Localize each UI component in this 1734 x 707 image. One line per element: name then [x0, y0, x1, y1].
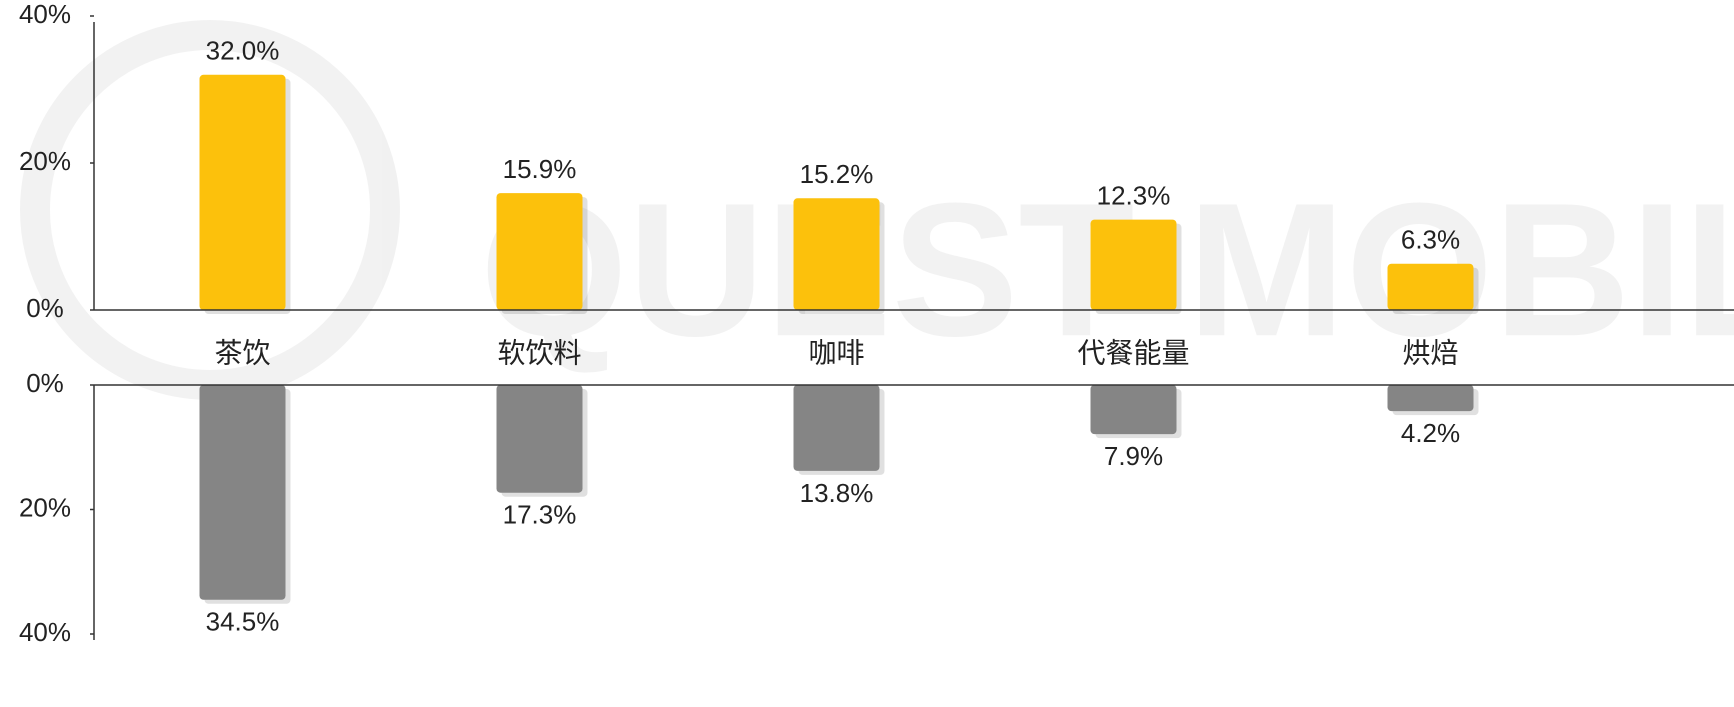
- bar: [1387, 263, 1474, 310]
- x-tick-label: 软饮料: [497, 337, 581, 368]
- bar: [199, 385, 286, 600]
- value-label: 6.3%: [1401, 225, 1460, 255]
- value-label: 12.3%: [1097, 180, 1171, 210]
- y-tick-label: 20%: [19, 492, 71, 522]
- x-tick-label: 代餐能量: [1077, 337, 1189, 368]
- value-label: 34.5%: [206, 607, 280, 637]
- bar: [1090, 385, 1177, 435]
- y-tick-label: 0%: [26, 368, 64, 398]
- x-tick-label: 咖啡: [808, 337, 864, 368]
- bar: [793, 198, 880, 310]
- value-label: 17.3%: [503, 500, 577, 530]
- y-tick-label: 0%: [26, 293, 64, 323]
- x-tick-label: 烘焙: [1402, 337, 1458, 368]
- bar: [793, 385, 880, 471]
- value-label: 13.8%: [800, 478, 874, 508]
- value-label: 15.2%: [800, 159, 874, 189]
- bar: [1387, 385, 1474, 412]
- value-label: 4.2%: [1401, 418, 1460, 448]
- value-label: 15.9%: [503, 154, 577, 184]
- value-label: 32.0%: [206, 36, 280, 66]
- value-label: 7.9%: [1104, 441, 1163, 471]
- y-tick-label: 40%: [19, 617, 71, 647]
- y-tick-label: 20%: [19, 146, 71, 176]
- bar: [199, 74, 286, 310]
- x-tick-label: 茶饮: [214, 337, 270, 368]
- bar: [1090, 219, 1177, 310]
- bar: [496, 385, 583, 493]
- bar: [496, 193, 583, 310]
- y-tick-label: 40%: [19, 0, 71, 29]
